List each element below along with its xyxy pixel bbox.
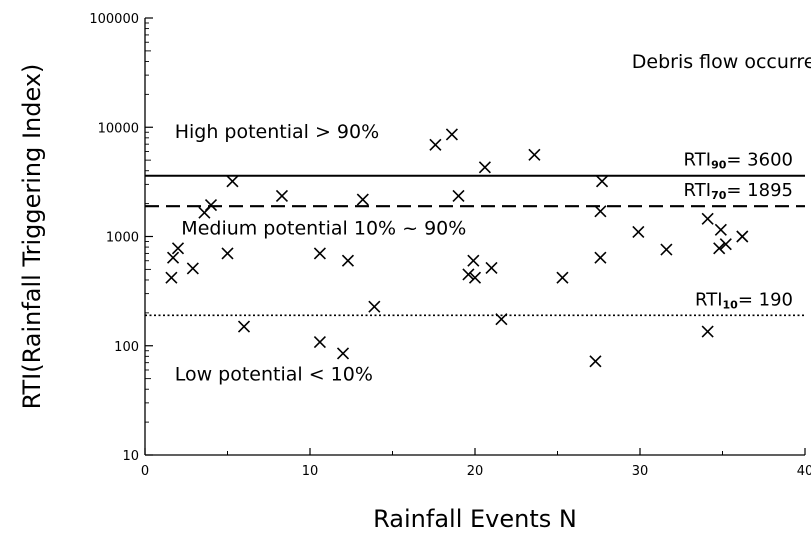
- data-point-x-marker: [226, 175, 239, 188]
- threshold-label-rti10: RTI10= 190: [695, 289, 793, 311]
- data-point-x-marker: [468, 271, 482, 284]
- x-tick-label: 10: [302, 464, 319, 479]
- data-point-x-marker: [313, 247, 326, 260]
- data-point-x-marker: [452, 189, 465, 203]
- data-point-x-marker: [204, 198, 218, 212]
- data-point-x-marker: [462, 268, 475, 281]
- data-point-x-marker: [275, 189, 289, 203]
- data-point-x-marker: [341, 254, 355, 267]
- data-point-x-marker: [467, 254, 480, 267]
- threshold-lines: RTI90= 3600 RTI70= 1895 RTI10= 190: [145, 150, 805, 317]
- data-point-x-marker: [589, 355, 602, 368]
- y-axis-title: RTI(Rainfall Triggering Index): [18, 64, 46, 410]
- x-tick-label: 0: [141, 464, 149, 479]
- data-point-x-marker: [556, 271, 569, 284]
- x-tick-label: 20: [467, 464, 484, 479]
- data-point-x-marker: [171, 242, 185, 255]
- data-point-x-marker: [336, 347, 350, 360]
- data-point-x-marker: [660, 243, 673, 256]
- data-point-x-marker: [429, 138, 442, 151]
- annotation-text: High potential > 90%: [175, 121, 379, 143]
- data-point-x-marker: [594, 205, 607, 218]
- chart-text: Rainfall Events N RTI(Rainfall Triggerin…: [18, 51, 811, 533]
- y-tick-label: 10000: [98, 121, 139, 136]
- data-point-x-marker: [528, 148, 541, 161]
- annotation-text: Medium potential 10% ~ 90%: [181, 218, 466, 240]
- data-point-x-marker: [485, 261, 498, 275]
- annotation-text: Debris flow occurred: [632, 51, 811, 73]
- y-tick-label: 100: [114, 340, 139, 355]
- data-point-x-marker: [495, 313, 508, 326]
- data-point-x-marker: [701, 325, 714, 338]
- x-tick-label: 40: [797, 464, 811, 479]
- y-tick-label: 100000: [89, 12, 139, 27]
- y-tick-label: 10: [122, 449, 139, 464]
- data-point-x-marker: [166, 251, 180, 264]
- data-markers: [165, 128, 749, 368]
- data-point-x-marker: [736, 230, 749, 243]
- threshold-label-rti70: RTI70= 1895: [684, 180, 793, 202]
- data-point-x-marker: [595, 175, 609, 188]
- data-point-x-marker: [186, 262, 199, 275]
- data-point-x-marker: [445, 128, 458, 141]
- data-point-x-marker: [313, 336, 326, 349]
- data-point-x-marker: [713, 242, 726, 255]
- x-tick-label: 30: [632, 464, 649, 479]
- y-tick-label: 1000: [106, 231, 139, 246]
- data-point-x-marker: [632, 225, 645, 239]
- annotation-text: Low potential < 10%: [175, 364, 373, 386]
- data-point-x-marker: [594, 251, 607, 264]
- x-axis-title: Rainfall Events N: [373, 505, 577, 533]
- data-point-x-marker: [221, 247, 234, 260]
- data-point-x-marker: [701, 212, 714, 225]
- data-point-x-marker: [714, 223, 727, 236]
- data-point-x-marker: [237, 320, 251, 333]
- data-point-x-marker: [165, 271, 178, 284]
- data-point-x-marker: [356, 193, 369, 206]
- data-point-x-marker: [368, 300, 381, 313]
- data-point-x-marker: [478, 161, 491, 174]
- data-point-x-marker: [719, 238, 732, 251]
- threshold-label-rti90: RTI90= 3600: [684, 150, 793, 172]
